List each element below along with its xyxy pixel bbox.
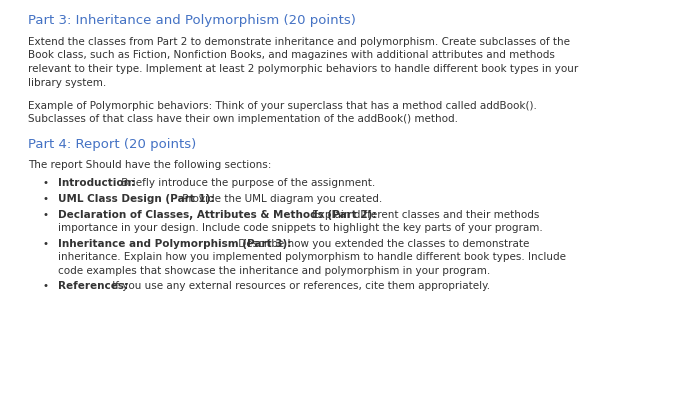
Text: The report Should have the following sections:: The report Should have the following sec… bbox=[28, 160, 272, 170]
Text: •: • bbox=[42, 239, 48, 249]
Text: Book class, such as Fiction, Nonfiction Books, and magazines with additional att: Book class, such as Fiction, Nonfiction … bbox=[28, 50, 555, 60]
Text: Example of Polymorphic behaviors: Think of your superclass that has a method cal: Example of Polymorphic behaviors: Think … bbox=[28, 101, 537, 111]
Text: library system.: library system. bbox=[28, 77, 106, 87]
Text: •: • bbox=[42, 179, 48, 189]
Text: •: • bbox=[42, 210, 48, 220]
Text: References:: References: bbox=[58, 281, 128, 291]
Text: If you use any external resources or references, cite them appropriately.: If you use any external resources or ref… bbox=[109, 281, 490, 291]
Text: Extend the classes from Part 2 to demonstrate inheritance and polymorphism. Crea: Extend the classes from Part 2 to demons… bbox=[28, 37, 570, 47]
Text: •: • bbox=[42, 194, 48, 204]
Text: code examples that showcase the inheritance and polymorphism in your program.: code examples that showcase the inherita… bbox=[58, 266, 490, 276]
Text: •: • bbox=[42, 281, 48, 291]
Text: inheritance. Explain how you implemented polymorphism to handle different book t: inheritance. Explain how you implemented… bbox=[58, 252, 566, 262]
Text: importance in your design. Include code snippets to highlight the key parts of y: importance in your design. Include code … bbox=[58, 223, 542, 233]
Text: Provide the UML diagram you created.: Provide the UML diagram you created. bbox=[179, 194, 382, 204]
Text: Introduction:: Introduction: bbox=[58, 179, 135, 189]
Text: Part 3: Inheritance and Polymorphism (20 points): Part 3: Inheritance and Polymorphism (20… bbox=[28, 14, 356, 27]
Text: Declaration of Classes, Attributes & Methods (Part 2):: Declaration of Classes, Attributes & Met… bbox=[58, 210, 377, 220]
Text: Inheritance and Polymorphism (Part 3):: Inheritance and Polymorphism (Part 3): bbox=[58, 239, 291, 249]
Text: Part 4: Report (20 points): Part 4: Report (20 points) bbox=[28, 138, 196, 151]
Text: Briefly introduce the purpose of the assignment.: Briefly introduce the purpose of the ass… bbox=[118, 179, 376, 189]
Text: UML Class Design (Part 1):: UML Class Design (Part 1): bbox=[58, 194, 214, 204]
Text: Subclasses of that class have their own implementation of the addBook() method.: Subclasses of that class have their own … bbox=[28, 114, 458, 125]
Text: Explain different classes and their methods: Explain different classes and their meth… bbox=[309, 210, 540, 220]
Text: relevant to their type. Implement at least 2 polymorphic behaviors to handle dif: relevant to their type. Implement at lea… bbox=[28, 64, 578, 74]
Text: Describe how you extended the classes to demonstrate: Describe how you extended the classes to… bbox=[234, 239, 529, 249]
